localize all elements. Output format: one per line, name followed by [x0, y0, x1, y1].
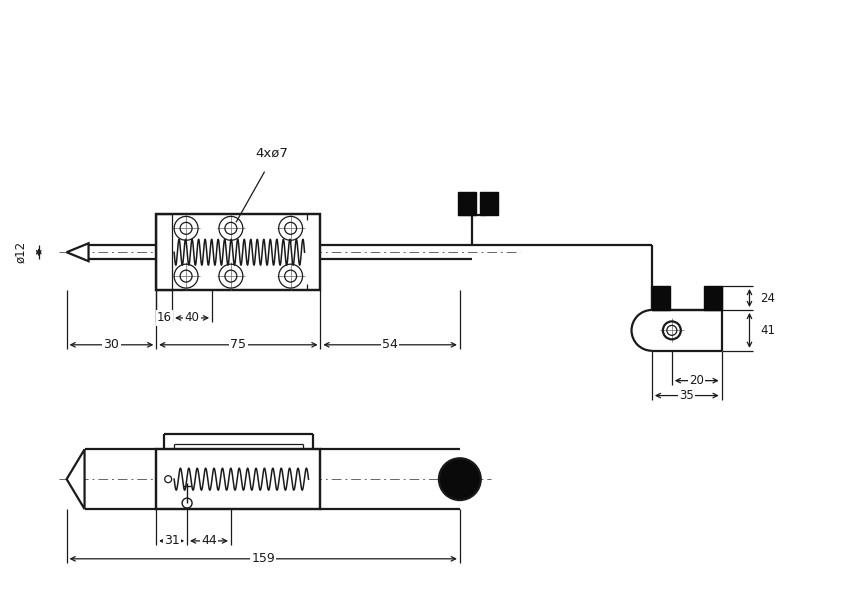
Text: 40: 40 — [185, 312, 199, 324]
Polygon shape — [67, 449, 84, 509]
Text: 4xø7: 4xø7 — [256, 147, 289, 159]
Text: 35: 35 — [679, 389, 694, 402]
Text: 54: 54 — [382, 338, 398, 352]
Bar — [704, 286, 722, 310]
Bar — [156, 449, 321, 509]
Text: 16: 16 — [157, 312, 171, 324]
Text: 30: 30 — [104, 338, 119, 352]
Bar — [479, 191, 498, 216]
Text: ø12: ø12 — [14, 241, 27, 263]
Bar — [156, 214, 321, 290]
Bar — [156, 214, 321, 290]
Text: 44: 44 — [201, 535, 217, 547]
Circle shape — [439, 458, 481, 500]
Text: 20: 20 — [690, 374, 704, 387]
Bar — [457, 191, 476, 216]
Bar — [652, 286, 670, 310]
Bar — [156, 449, 321, 509]
Text: 41: 41 — [760, 324, 775, 337]
Polygon shape — [67, 243, 89, 261]
Text: 75: 75 — [230, 338, 246, 352]
Text: 31: 31 — [164, 535, 180, 547]
Text: 159: 159 — [252, 552, 275, 565]
Text: 24: 24 — [760, 292, 775, 304]
Bar — [156, 214, 172, 290]
